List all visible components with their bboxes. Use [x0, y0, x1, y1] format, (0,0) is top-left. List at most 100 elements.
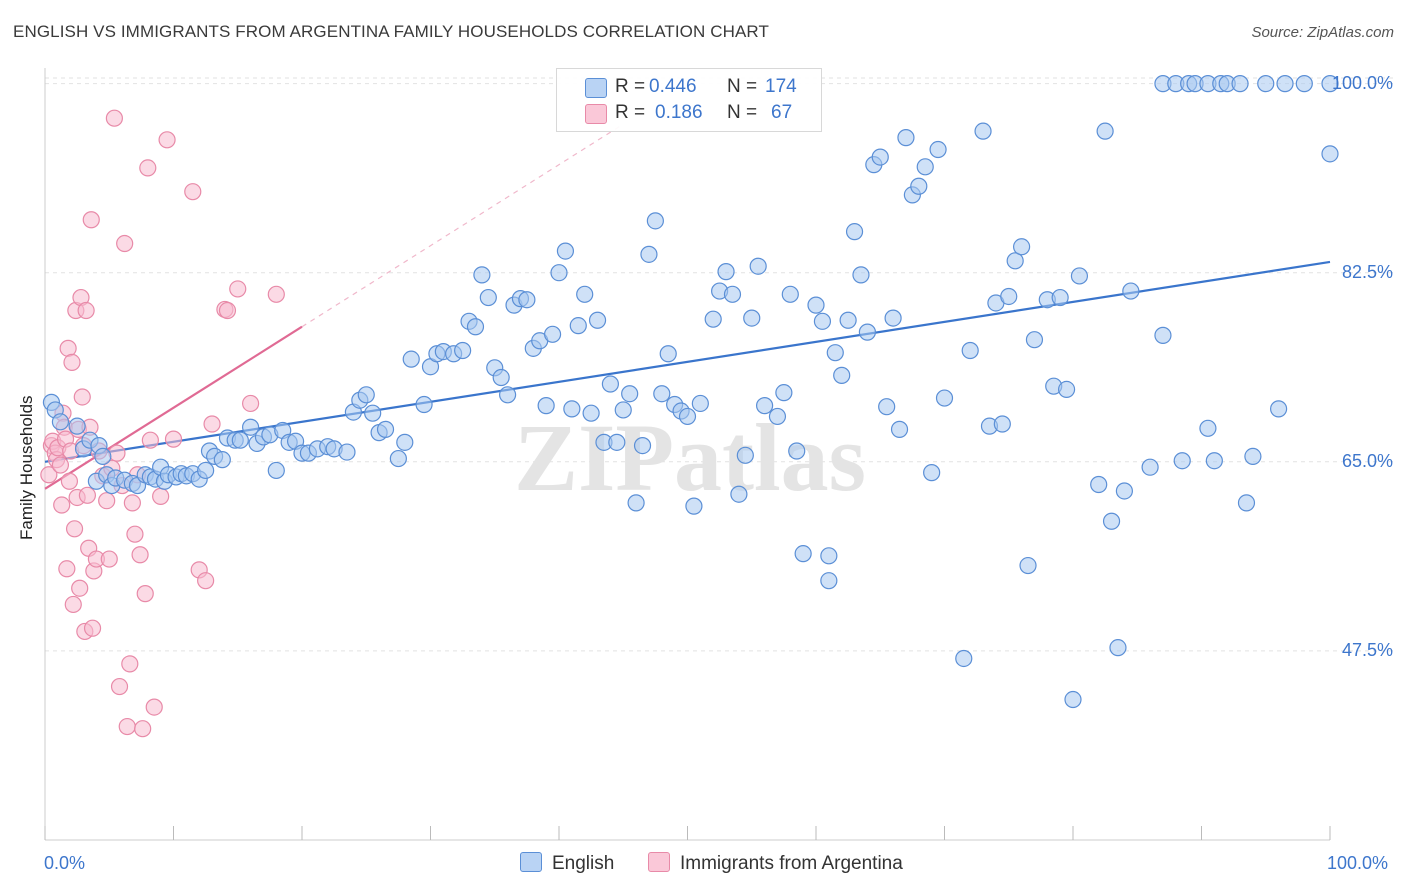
english-point — [743, 309, 761, 327]
english-point — [1244, 447, 1262, 466]
english-point — [537, 397, 555, 415]
y-tick-label: 65.0% — [1341, 450, 1393, 471]
legend-english: English — [520, 852, 614, 875]
english-point — [871, 148, 889, 166]
english-point — [556, 242, 575, 260]
english-point — [955, 649, 973, 668]
argentina-point — [40, 466, 58, 484]
stats-legend: R = 0.446 N = 174 R = 0.186 N = 67 — [556, 68, 822, 132]
argentina-point — [64, 595, 82, 614]
argentina-point — [116, 234, 134, 253]
english-point — [601, 375, 620, 393]
english-point — [833, 366, 851, 384]
english-point — [820, 547, 838, 565]
english-point — [775, 384, 793, 402]
argentina-point — [141, 431, 159, 449]
argentina-point — [78, 486, 97, 504]
argentina-point — [126, 525, 144, 543]
argentina-point — [53, 496, 71, 514]
english-point — [1070, 267, 1089, 285]
english-point — [466, 318, 485, 336]
english-point — [357, 386, 375, 404]
english-point — [68, 417, 86, 435]
english-point — [736, 446, 754, 464]
english-point — [845, 223, 864, 241]
english-point — [492, 368, 510, 387]
english-point — [1025, 331, 1044, 349]
argentina-point — [82, 211, 100, 229]
x-tick-label-min: 0.0% — [44, 853, 86, 873]
english-point — [389, 449, 407, 468]
english-legend-swatch — [520, 852, 542, 872]
english-point — [1141, 458, 1159, 476]
english-point — [1295, 75, 1313, 93]
english-point — [1064, 690, 1082, 709]
argentina-point — [73, 388, 91, 406]
trend-lines — [44, 123, 1331, 490]
english-point — [813, 312, 832, 330]
argentina-point — [131, 546, 149, 564]
english-point — [499, 386, 517, 404]
argentina-point — [105, 109, 123, 127]
argentina-point — [71, 579, 89, 597]
english-point — [659, 345, 677, 363]
english-point — [621, 385, 639, 403]
english-point — [1057, 380, 1076, 399]
y-tick-label: 82.5% — [1341, 261, 1393, 282]
english-point — [582, 404, 600, 422]
argentina-swatch — [585, 104, 607, 124]
english-point — [929, 140, 947, 159]
english-point — [935, 389, 954, 407]
argentina-point — [145, 698, 163, 716]
english-point — [691, 394, 709, 413]
english-point — [1012, 238, 1031, 256]
legend-n-value: 174 — [765, 76, 797, 97]
english-point — [338, 443, 356, 461]
y-tick-label: 100.0% — [1331, 72, 1393, 93]
english-point — [826, 344, 844, 362]
english-point — [543, 325, 562, 343]
english-point — [1096, 122, 1114, 140]
english-point — [1231, 75, 1249, 93]
english-legend-label: English — [552, 853, 615, 874]
english-point — [569, 317, 587, 335]
english-point — [376, 420, 395, 438]
english-point — [1109, 639, 1127, 657]
english-point — [755, 397, 774, 415]
source-label: Source: ZipAtlas.com — [1251, 24, 1394, 41]
argentina-point — [121, 655, 139, 673]
legend-r-value: 0.186 — [655, 102, 703, 123]
english-point — [1276, 75, 1294, 93]
argentina-point — [118, 717, 136, 736]
english-point — [897, 129, 915, 147]
english-point — [473, 266, 491, 284]
english-point — [730, 485, 748, 503]
english-point — [704, 310, 722, 328]
argentina-point — [65, 520, 84, 538]
english-point — [1090, 475, 1108, 494]
english-point — [402, 350, 420, 368]
grid-lines — [45, 77, 1393, 652]
chart-title: ENGLISH VS IMMIGRANTS FROM ARGENTINA FAM… — [13, 22, 769, 41]
english-point — [588, 311, 607, 329]
argentina-point — [152, 487, 170, 505]
legend-argentina: Immigrants from Argentina — [648, 852, 903, 875]
argentina-legend-swatch — [648, 852, 670, 872]
english-point — [633, 436, 652, 455]
legend-r-value: 0.446 — [649, 76, 697, 97]
argentina-point — [203, 415, 221, 433]
english-point — [685, 497, 703, 515]
argentina-point — [164, 430, 183, 448]
english-point — [1102, 512, 1121, 530]
argentina-point — [51, 456, 70, 474]
argentina-point — [184, 183, 202, 201]
english-point — [794, 545, 812, 563]
y-axis-label: Family Households — [17, 395, 36, 540]
legend-n-label: N = — [727, 102, 758, 123]
english-point — [1000, 287, 1018, 306]
english-point — [781, 285, 799, 303]
argentina-point — [136, 585, 154, 603]
english-point — [852, 266, 870, 284]
english-point — [1019, 556, 1037, 575]
